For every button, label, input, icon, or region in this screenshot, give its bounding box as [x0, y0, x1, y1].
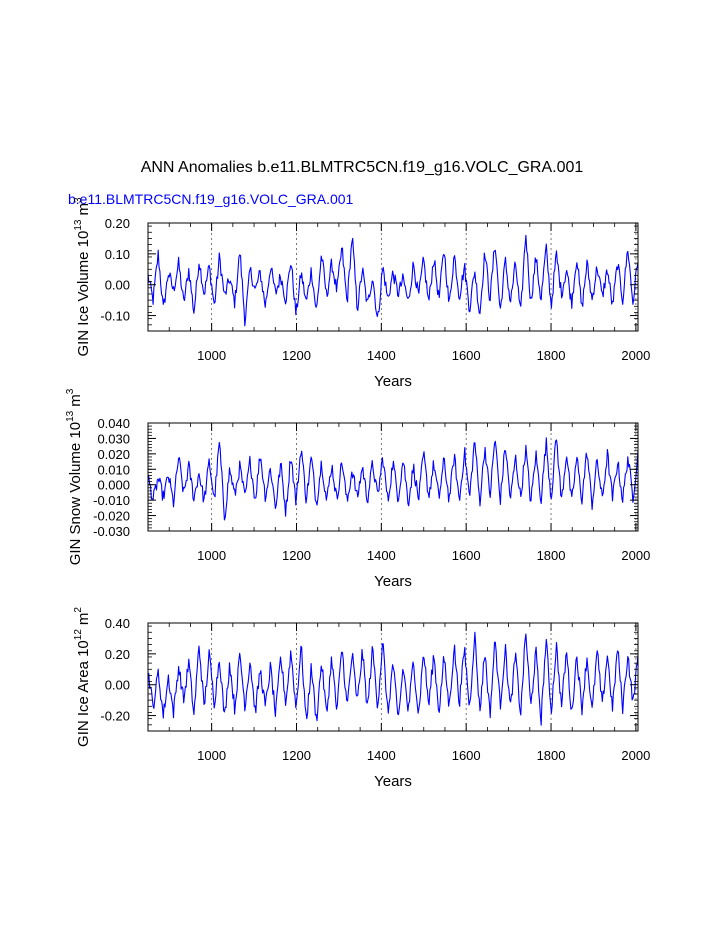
panel-0-ylabel: GIN Ice Volume 1013 m3: [73, 197, 92, 357]
panel-2-ytick-label-0: -0.20: [100, 709, 130, 724]
panel-ice-volume: Years GIN Ice Volume 1013 m3 1000 1200 1400…: [73, 197, 650, 390]
panel-2-xtick-label-2: 1400: [367, 748, 396, 763]
panel-2-xtick-label-0: 1000: [197, 748, 226, 763]
panel-2-xtick-label-4: 1800: [537, 748, 566, 763]
panel-1-xtick-label-4: 1800: [537, 548, 566, 563]
panel-1-xtick-label-5: 2000: [621, 548, 650, 563]
panel-0-xlabel: Years: [374, 373, 412, 390]
panel-0-plot-frame: [147, 222, 639, 332]
panel-2-ylabel-unit-exp: 2: [73, 607, 84, 613]
panel-0-ytick-label-1: 0.00: [105, 278, 130, 293]
panel-ice-area: Years GIN Ice Area 1012 m2 1000 1200 1400 16…: [73, 607, 650, 790]
panel-1-ylabel-unit-exp: 3: [65, 388, 76, 394]
panel-2-series-line: [147, 631, 639, 726]
panel-0-ylabel-unit: m: [75, 203, 92, 216]
panel-0-ytick-label-3: 0.20: [105, 216, 130, 231]
panel-2-xtick-label-5: 2000: [621, 748, 650, 763]
panel-0-xtick-label-4: 1800: [537, 348, 566, 363]
panel-1-ytick-label-5: 0.020: [97, 447, 130, 462]
panel-2-plot-frame: [147, 622, 639, 732]
panel-1-plot-frame: [147, 422, 639, 532]
panel-snow-volume: Years GIN Snow Volume 1013 m3 1000 1200 140…: [65, 388, 650, 590]
panel-0-ytick-label-2: 0.10: [105, 247, 130, 262]
panel-1-ylabel-main: GIN Snow Volume 10: [67, 422, 84, 565]
panel-2-xlabel: Years: [374, 773, 412, 790]
panel-1-ytick-label-6: 0.030: [97, 431, 130, 446]
panel-0-xtick-label-5: 2000: [621, 348, 650, 363]
panel-1-series-line: [147, 437, 639, 521]
panel-2-ytick-label-3: 0.40: [105, 616, 130, 631]
panel-1-ytick-label-0: -0.030: [93, 524, 130, 539]
panel-1-ytick-label-4: 0.010: [97, 462, 130, 477]
panel-1-ylabel-unit: m: [67, 394, 84, 407]
panel-0-xtick-label-3: 1600: [452, 348, 481, 363]
panel-1-ylabel: GIN Snow Volume 1013 m3: [65, 388, 84, 565]
panel-0-xtick-label-1: 1200: [282, 348, 311, 363]
figure-title: ANN Anomalies b.e11.BLMTRC5CN.f19_g16.VO…: [141, 159, 584, 176]
panel-1-xtick-label-3: 1600: [452, 548, 481, 563]
panel-0-ytick-label-0: -0.10: [100, 309, 130, 324]
panel-2-ytick-label-1: 0.00: [105, 678, 130, 693]
panel-1-ylabel-exp: 13: [65, 410, 76, 422]
panel-0-ylabel-exp: 13: [73, 219, 84, 231]
panel-1-xlabel: Years: [374, 573, 412, 590]
panel-2-ylabel-main: GIN Ice Area 10: [75, 640, 92, 747]
panel-0-ylabel-unit-exp: 3: [73, 197, 84, 203]
panel-1-ytick-label-3: 0.000: [97, 478, 130, 493]
panel-0-ylabel-main: GIN Ice Volume 10: [75, 231, 92, 357]
panel-1-xtick-label-2: 1400: [367, 548, 396, 563]
panel-2-ylabel-exp: 12: [73, 629, 84, 641]
panel-0-xtick-label-0: 1000: [197, 348, 226, 363]
panel-0-series-line: [147, 234, 639, 327]
panel-2-ylabel: GIN Ice Area 1012 m2: [73, 607, 92, 747]
panel-1-xtick-label-0: 1000: [197, 548, 226, 563]
panel-1-xtick-label-1: 1200: [282, 548, 311, 563]
panel-2-ylabel-unit: m: [75, 613, 92, 626]
panel-1-ytick-label-7: 0.040: [97, 416, 130, 431]
panel-0-xtick-label-2: 1400: [367, 348, 396, 363]
figure-subtitle: b.e11.BLMTRC5CN.f19_g16.VOLC_GRA.001: [68, 191, 354, 207]
panel-2-xtick-label-1: 1200: [282, 748, 311, 763]
panel-2-xtick-label-3: 1600: [452, 748, 481, 763]
panel-2-ytick-label-2: 0.20: [105, 647, 130, 662]
panel-1-ytick-label-2: -0.010: [93, 493, 130, 508]
panel-1-ytick-label-1: -0.020: [93, 509, 130, 524]
